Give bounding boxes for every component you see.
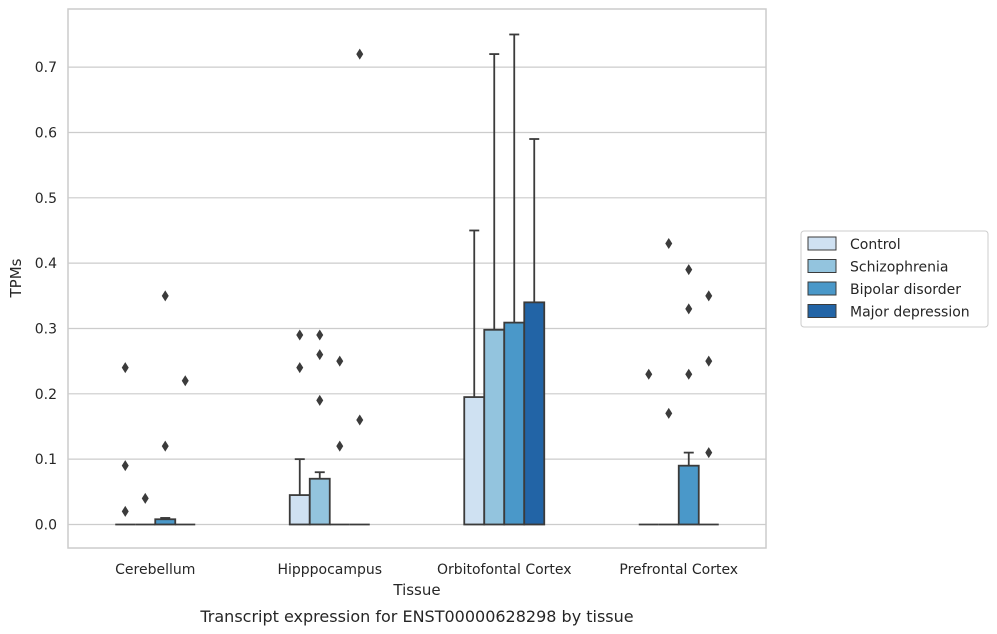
outlier-point xyxy=(705,355,713,367)
outlier-point xyxy=(141,492,149,504)
legend-label: Bipolar disorder xyxy=(850,282,961,298)
outlier-point xyxy=(356,48,364,60)
bars xyxy=(115,33,719,526)
plot-background xyxy=(68,9,766,548)
outlier-point xyxy=(336,440,344,452)
plot-frame xyxy=(67,8,767,549)
y-tick-label: 0.2 xyxy=(35,387,57,403)
chart-caption: Transcript expression for ENST0000062829… xyxy=(199,607,633,626)
y-tick-label: 0.7 xyxy=(35,60,57,76)
bar xyxy=(308,477,331,526)
legend-swatch xyxy=(807,281,837,296)
x-tick-labels: Cerebellum Hipppocampus Orbitofontal Corte… xyxy=(115,562,738,578)
bar xyxy=(154,518,177,526)
outlier-point xyxy=(296,362,304,374)
x-tick-label: Prefrontal Cortex xyxy=(619,562,738,578)
bar xyxy=(288,494,311,526)
legend-frame xyxy=(800,230,989,328)
outlier-point xyxy=(665,238,673,250)
x-tick-label: Cerebellum xyxy=(115,562,195,578)
x-tick-label: Orbitofontal Cortex xyxy=(437,562,572,578)
bar xyxy=(503,321,526,526)
outliers xyxy=(121,48,713,517)
outlier-point xyxy=(161,440,169,452)
outlier-point xyxy=(645,368,653,380)
outlier-point xyxy=(705,290,713,302)
outlier-point xyxy=(685,368,693,380)
outlier-point xyxy=(336,355,344,367)
y-tick-labels: 0.0 0.1 0.2 0.3 0.4 0.5 0.6 0.7 xyxy=(35,60,57,533)
legend-swatch xyxy=(807,259,837,273)
y-axis-label: TPMs xyxy=(7,258,25,298)
outlier-point xyxy=(665,407,673,419)
legend-label: Schizophrenia xyxy=(850,260,948,276)
legend-label: Control xyxy=(850,237,901,253)
outlier-point xyxy=(316,329,324,341)
legend-swatch xyxy=(807,236,837,251)
outlier-point xyxy=(161,290,169,302)
outlier-point xyxy=(356,414,364,426)
bar xyxy=(677,464,700,526)
y-tick-label: 0.3 xyxy=(35,321,57,337)
outlier-point xyxy=(316,394,324,406)
y-tick-label: 0.4 xyxy=(35,256,57,272)
bar xyxy=(463,396,486,526)
outlier-point xyxy=(316,349,324,361)
bar xyxy=(523,301,546,526)
outlier-point xyxy=(181,375,189,387)
y-tick-label: 0.0 xyxy=(35,517,57,533)
outlier-point xyxy=(121,362,129,374)
x-axis-label: Tissue xyxy=(392,581,440,599)
y-tick-label: 0.1 xyxy=(35,452,57,468)
bar xyxy=(483,328,506,526)
legend-label: Major depression xyxy=(850,305,970,321)
y-tick-label: 0.5 xyxy=(35,191,57,207)
outlier-point xyxy=(296,329,304,341)
legend-swatch xyxy=(807,304,837,318)
outlier-point xyxy=(121,460,129,472)
outlier-point xyxy=(705,447,713,459)
x-tick-label: Hipppocampus xyxy=(277,562,382,578)
legend: Control Schizophrenia Bipolar disorder Majo… xyxy=(800,230,989,328)
y-tick-label: 0.6 xyxy=(35,125,57,141)
grid xyxy=(68,66,766,526)
outlier-point xyxy=(121,505,129,517)
outlier-point xyxy=(685,303,693,315)
outlier-point xyxy=(685,264,693,276)
